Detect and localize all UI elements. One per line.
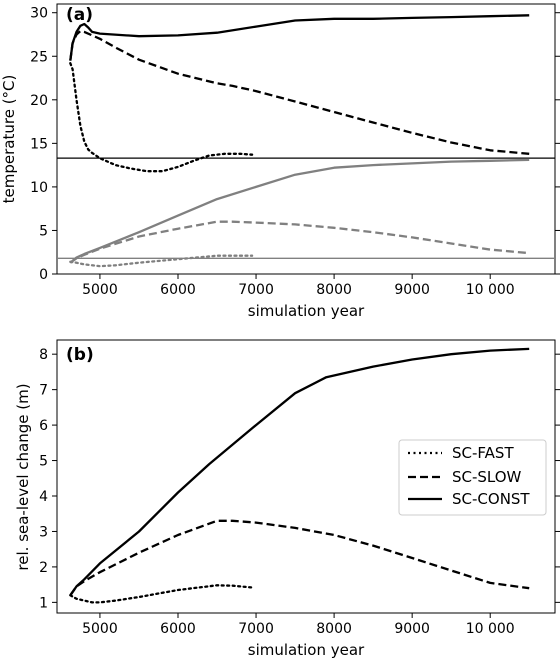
legend-label-sc-fast: SC-FAST: [452, 444, 514, 462]
panel-a-lines: [57, 14, 555, 268]
y-tick-label: 1: [39, 595, 48, 611]
x-tick-label: 10 000: [466, 621, 515, 637]
y-tick-label: 30: [30, 6, 48, 22]
y-tick-label: 15: [30, 136, 48, 152]
x-tick-label: 10 000: [466, 282, 515, 298]
legend-entry-sc-const: SC-CONST: [408, 490, 530, 508]
x-tick-label: 8000: [316, 282, 352, 298]
panel-b-sea-level: 5000 6000 7000 8000 9000 10 000 1 2 3 4 5 6 7 8 (b) s…: [14, 339, 560, 659]
y-tick-label: 4: [39, 489, 48, 505]
legend-label-sc-const: SC-CONST: [452, 490, 530, 508]
y-tick-label: 6: [39, 418, 48, 434]
x-tick-label: 8000: [316, 621, 352, 637]
panel-b-plot-frame: [56, 339, 556, 614]
x-tick-label: 9000: [394, 621, 430, 637]
y-tick-label: 8: [39, 347, 48, 363]
x-tick-label: 5000: [82, 621, 118, 637]
y-tick-label: 5: [39, 223, 48, 239]
x-tick-label: 7000: [238, 621, 274, 637]
legend-entry-sc-slow: SC-SLOW: [408, 468, 522, 486]
legend-entry-sc-fast: SC-FAST: [408, 444, 514, 462]
y-tick-label: 25: [30, 49, 48, 65]
series-line-dashed-black: [69, 29, 530, 155]
x-tick-label: 7000: [238, 282, 274, 298]
y-tick-label: 3: [39, 524, 48, 540]
series-line-sc-fast: [69, 584, 254, 604]
legend-label-sc-slow: SC-SLOW: [452, 468, 522, 486]
y-tick-label: 7: [39, 383, 48, 399]
y-tick-label: 2: [39, 560, 48, 576]
x-tick-label: 6000: [160, 621, 196, 637]
series-line-sc-const: [69, 347, 530, 596]
panel-a-ticks: 5000 6000 7000 8000 9000 10 000 0 5 10 15 20 25 30: [30, 6, 560, 298]
panel-a-ylabel: temperature (°C): [0, 75, 18, 204]
series-line-solid-gray: [69, 158, 530, 264]
legend-box: [398, 439, 547, 516]
panel-a-temperature: 5000 6000 7000 8000 9000 10 000 0 5 10 15 20 25 30 (…: [0, 3, 560, 320]
x-tick-label: 5000: [82, 282, 118, 298]
series-line-solid-black: [69, 14, 530, 61]
series-line-dashed-gray: [69, 220, 530, 264]
legend: SC-FAST SC-SLOW SC-CONST: [398, 439, 547, 516]
panel-b-ylabel: rel. sea-level change (m): [14, 383, 32, 570]
series-line-sc-slow: [69, 519, 530, 596]
series-line-dotted-black: [69, 62, 254, 173]
panel-a-plot-frame: [56, 3, 556, 275]
panel-b-lines: [69, 347, 530, 604]
x-tick-label: 9000: [394, 282, 430, 298]
panel-b-ticks: 5000 6000 7000 8000 9000 10 000 1 2 3 4 5 6 7 8: [39, 347, 560, 637]
x-tick-label: 6000: [160, 282, 196, 298]
y-tick-label: 20: [30, 93, 48, 109]
y-tick-label: 5: [39, 454, 48, 470]
panel-a-label: (a): [66, 5, 93, 25]
y-tick-label: 0: [39, 267, 48, 283]
y-tick-label: 10: [30, 180, 48, 196]
series-line-dotted-gray: [69, 254, 254, 268]
panel-b-xlabel: simulation year: [248, 641, 365, 659]
panel-a-xlabel: simulation year: [248, 302, 365, 320]
panel-b-label: (b): [66, 345, 94, 365]
